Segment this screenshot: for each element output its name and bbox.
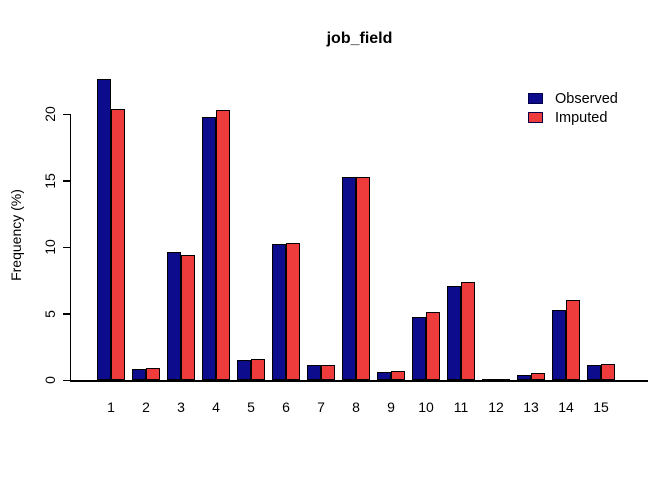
x-category-label: 12 [488,399,504,415]
y-tick [62,113,70,115]
x-category-label: 9 [387,399,395,415]
x-category-label: 14 [558,399,574,415]
x-category-label: 13 [523,399,539,415]
x-category-label: 8 [352,399,360,415]
bar-observed-6 [272,244,286,380]
bar-imputed-11 [461,281,475,380]
bar-observed-8 [342,176,356,380]
legend-swatch-observed [528,93,543,104]
y-tick [62,313,70,315]
y-tick [62,246,70,248]
x-category-label: 1 [107,399,115,415]
bar-imputed-14 [566,300,580,380]
y-tick-label: 5 [42,309,58,318]
y-tick-label: 15 [42,172,58,189]
legend-item-observed: Observed [528,89,618,108]
bar-observed-9 [377,372,391,380]
legend: Observed Imputed [528,89,618,127]
legend-swatch-imputed [528,112,543,123]
y-tick-label: 10 [42,239,58,255]
bar-observed-12 [482,378,496,381]
bar-observed-5 [237,360,251,380]
bar-observed-15 [587,365,601,380]
bar-observed-7 [307,365,321,380]
x-category-label: 2 [142,399,150,415]
bar-observed-1 [97,79,111,380]
x-category-label: 6 [282,399,290,415]
bar-imputed-12 [496,378,510,381]
bar-observed-10 [412,317,426,380]
x-category-label: 11 [453,399,469,415]
bar-observed-2 [132,369,146,380]
bar-imputed-2 [146,368,160,380]
x-category-label: 3 [177,399,185,415]
bar-imputed-13 [531,373,545,380]
y-tick-label: 20 [42,106,58,122]
legend-label-observed: Observed [555,90,618,107]
bar-imputed-3 [181,254,195,380]
x-category-label: 5 [247,399,255,415]
chart-title: job_field [326,30,393,47]
legend-label-imputed: Imputed [555,109,608,126]
bar-observed-4 [202,116,216,380]
bar-observed-11 [447,285,461,380]
bar-imputed-8 [356,176,370,380]
bar-imputed-10 [426,312,440,380]
x-axis-line [71,380,648,382]
x-category-label: 15 [593,399,609,415]
bar-imputed-9 [391,370,405,380]
x-category-label: 10 [418,399,434,415]
bar-imputed-15 [601,364,615,380]
x-category-label: 4 [212,399,220,415]
legend-item-imputed: Imputed [528,108,618,127]
bar-observed-13 [517,374,531,380]
y-axis-label: Frequency (%) [8,189,24,281]
y-tick [62,379,70,381]
y-axis-line [69,114,71,382]
bar-imputed-6 [286,243,300,380]
y-tick [62,180,70,182]
bar-observed-14 [552,309,566,380]
x-category-label: 7 [317,399,325,415]
bar-observed-3 [167,252,181,380]
bar-imputed-4 [216,110,230,380]
bar-imputed-7 [321,365,335,380]
bar-imputed-5 [251,358,265,380]
bar-imputed-1 [111,108,125,380]
y-tick-label: 0 [42,376,58,384]
